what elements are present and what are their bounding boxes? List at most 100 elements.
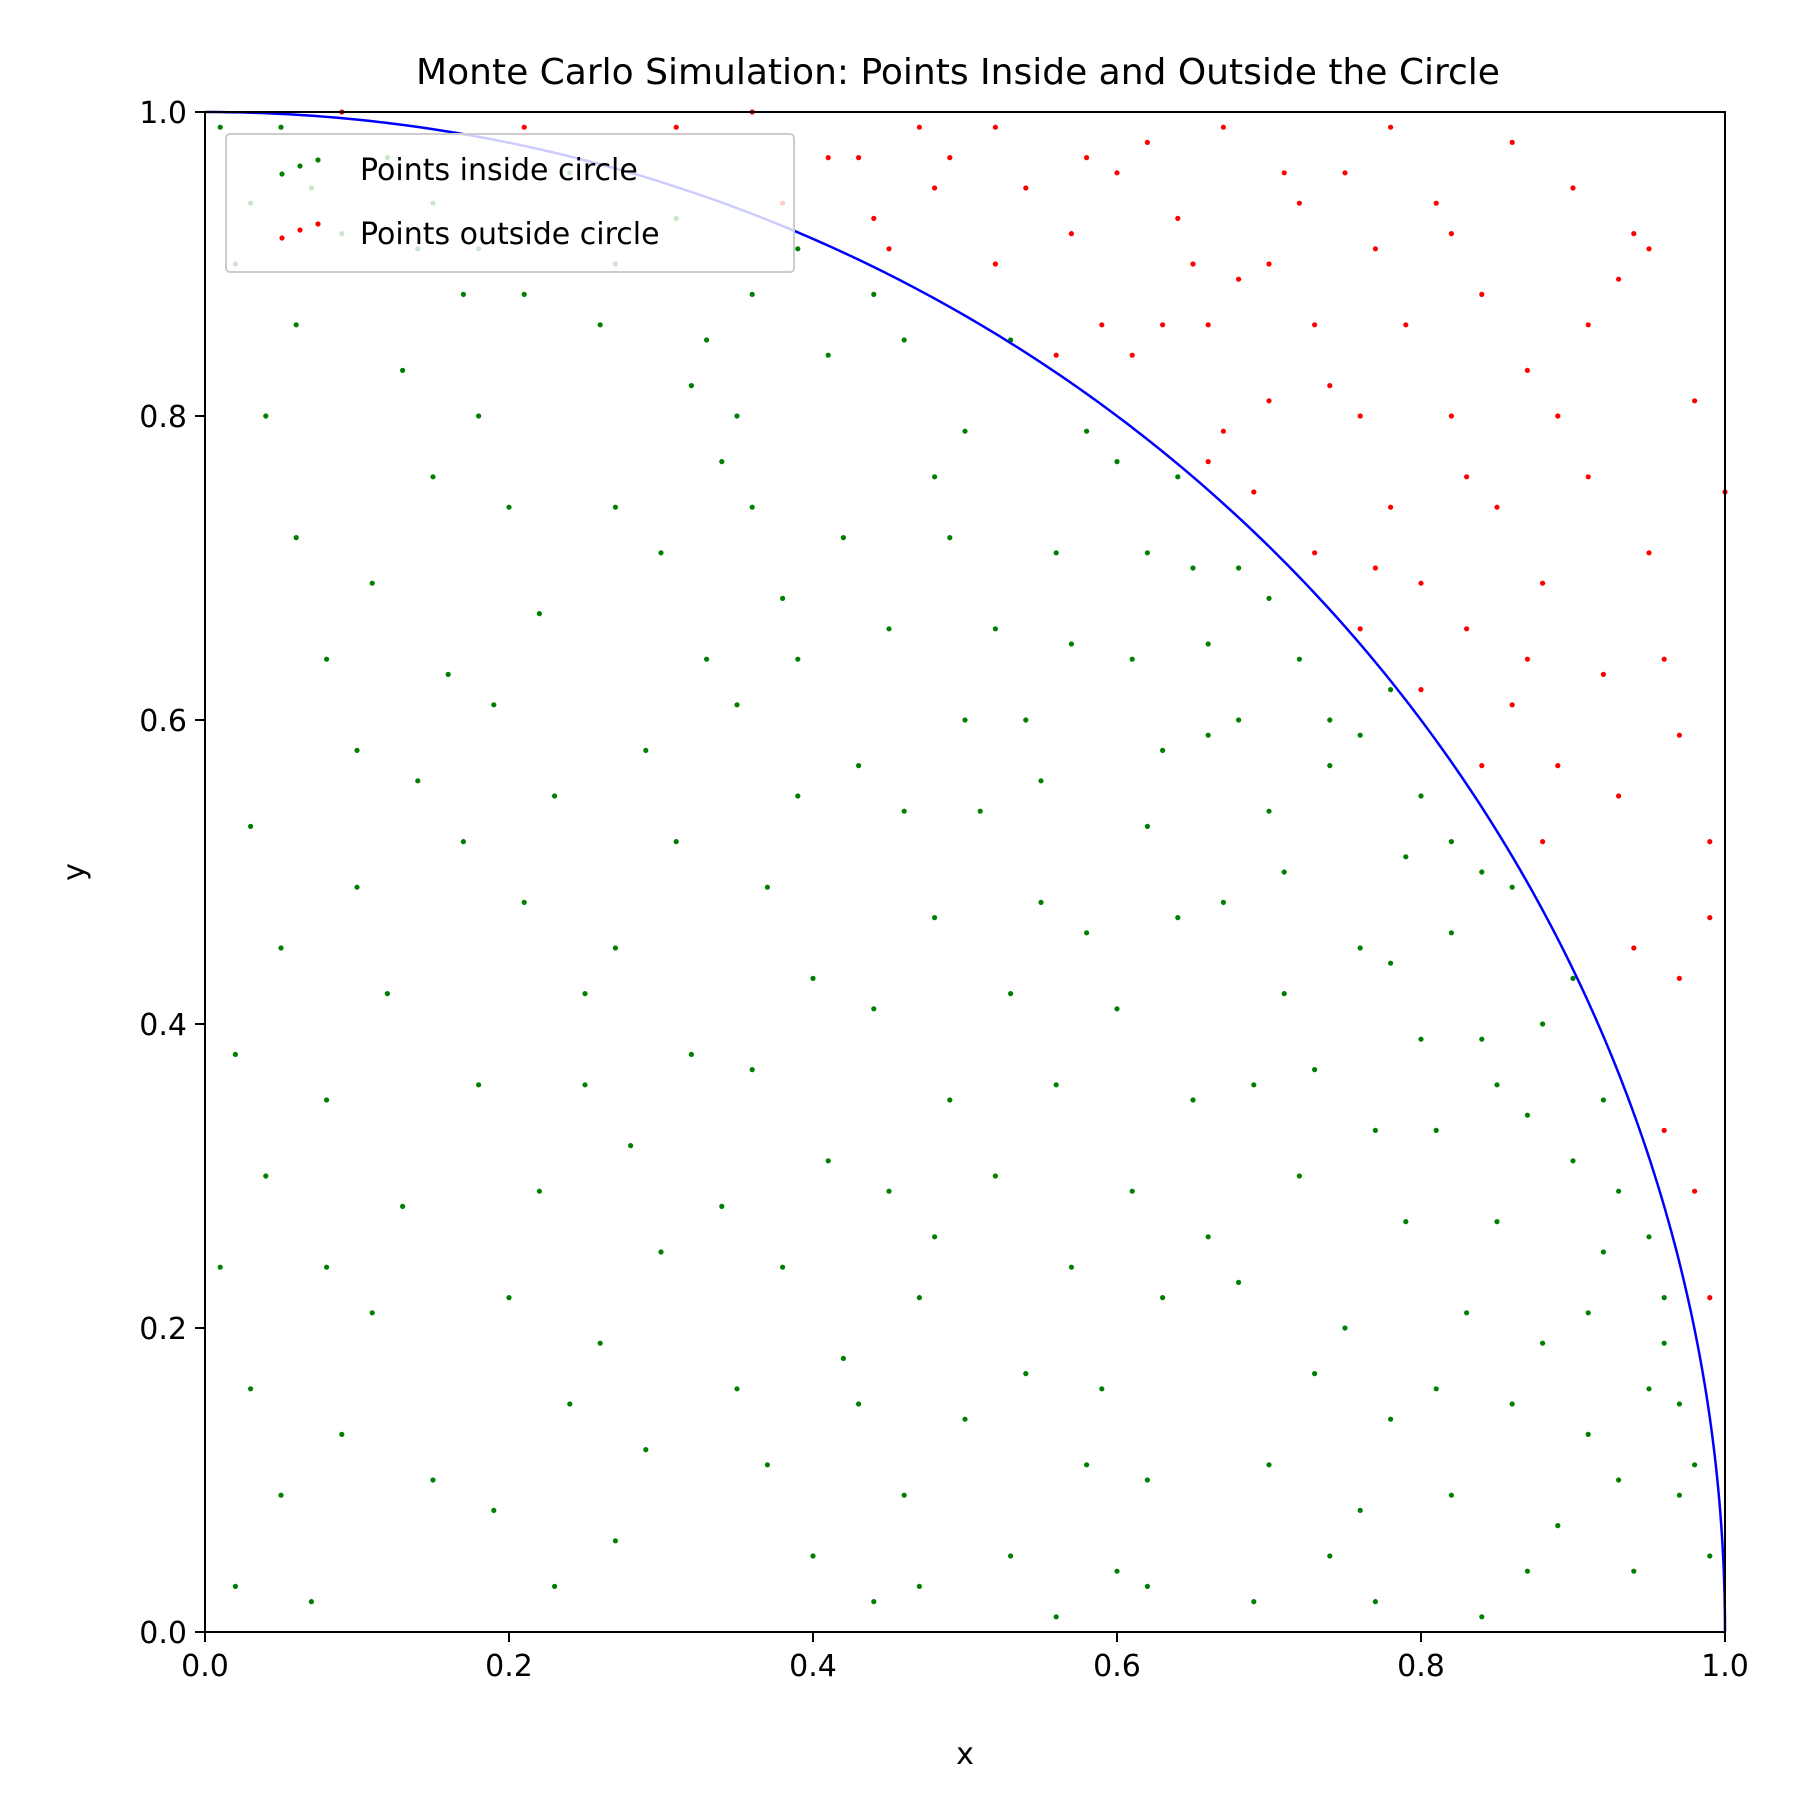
point-inside-79 [476,1082,482,1088]
point-inside-65 [354,884,360,890]
point-outside-61 [1114,170,1120,176]
point-inside-36 [1509,884,1515,890]
point-outside-32 [1448,413,1454,419]
point-outside-47 [1676,732,1682,738]
point-inside-211 [1144,1583,1150,1589]
point-inside-131 [1084,1462,1090,1468]
legend-inside-dot-1 [297,163,303,169]
point-inside-111 [901,1492,907,1498]
point-inside-124 [977,808,983,814]
point-inside-143 [1205,732,1211,738]
point-inside-47 [263,413,269,419]
point-inside-215 [734,1386,740,1392]
point-inside-15 [825,352,831,358]
point-outside-6 [871,215,877,221]
point-inside-133 [1053,1614,1059,1620]
point-inside-74 [536,611,543,617]
point-inside-22 [1084,428,1090,434]
point-inside-98 [749,504,755,510]
point-inside-23 [1114,459,1120,465]
point-inside-112 [856,1401,862,1407]
point-outside-12 [1099,322,1105,328]
point-inside-200 [324,1264,330,1270]
point-outside-63 [992,124,999,130]
point-inside-155 [1327,1553,1333,1559]
point-inside-76 [552,793,558,799]
point-inside-101 [795,793,801,799]
point-outside-36 [1509,702,1515,708]
point-inside-0 [217,124,223,130]
point-outside-16 [1190,261,1196,267]
point-outside-51 [1707,1295,1713,1301]
point-inside-210 [916,1583,923,1589]
x-axis-label: x [956,1737,974,1772]
point-inside-171 [1509,1401,1515,1407]
point-inside-132 [1008,1553,1014,1559]
point-inside-26 [1205,641,1211,647]
point-outside-48 [1692,398,1698,404]
point-inside-119 [962,717,968,723]
point-inside-152 [1236,1279,1242,1285]
point-inside-175 [1555,1523,1561,1529]
point-inside-97 [688,383,695,389]
point-outside-60 [1160,322,1166,328]
point-inside-14 [795,246,801,252]
point-inside-182 [1631,1568,1637,1574]
point-inside-106 [780,1264,786,1270]
point-inside-108 [764,1462,771,1468]
point-inside-192 [1160,747,1166,754]
point-inside-145 [1190,565,1196,571]
point-outside-77 [1631,231,1637,237]
point-inside-71 [460,291,466,297]
point-inside-21 [1053,550,1059,556]
point-inside-163 [1357,945,1363,951]
point-outside-28 [1388,504,1394,510]
point-inside-51 [248,823,254,830]
point-inside-185 [1524,1112,1530,1118]
point-inside-63 [324,1097,330,1103]
point-outside-76 [1555,413,1561,419]
point-inside-172 [1448,1492,1454,1498]
point-inside-35 [1479,869,1485,875]
point-inside-91 [612,945,619,951]
point-outside-7 [916,124,923,130]
point-inside-80 [536,1188,543,1194]
points-outside-series [339,109,1728,1301]
point-inside-142 [1144,823,1150,830]
point-inside-39 [1600,1097,1606,1103]
point-inside-202 [1084,930,1090,936]
point-inside-198 [719,1203,725,1209]
point-inside-96 [719,459,725,465]
point-outside-25 [1342,170,1348,176]
point-inside-117 [932,915,938,921]
point-inside-28 [1266,595,1272,602]
point-outside-74 [1357,626,1363,632]
point-inside-190 [840,535,847,541]
point-outside-27 [1372,246,1378,252]
point-outside-13 [1129,352,1135,358]
point-inside-159 [1342,1325,1348,1331]
point-outside-8 [947,155,953,161]
point-outside-41 [1585,474,1591,480]
point-outside-75 [1448,231,1454,237]
point-outside-37 [1524,367,1530,373]
x-tick-label-4: 0.8 [1397,1649,1445,1684]
point-inside-125 [1038,899,1044,906]
point-inside-170 [1464,1310,1470,1316]
point-inside-178 [1600,1249,1606,1255]
point-inside-33 [1418,793,1424,799]
point-inside-144 [1129,656,1135,662]
point-inside-41 [1646,1234,1652,1240]
point-outside-59 [1205,459,1211,465]
legend-inside-label: Points inside circle [360,153,638,188]
point-outside-34 [1479,291,1485,297]
point-outside-26 [1357,413,1363,419]
point-inside-52 [278,945,284,951]
point-inside-214 [932,1234,938,1240]
point-inside-139 [1190,1097,1196,1103]
point-inside-114 [886,1188,892,1194]
point-outside-83 [1084,155,1090,161]
point-outside-52 [1692,1188,1698,1194]
point-inside-140 [1114,1006,1120,1012]
